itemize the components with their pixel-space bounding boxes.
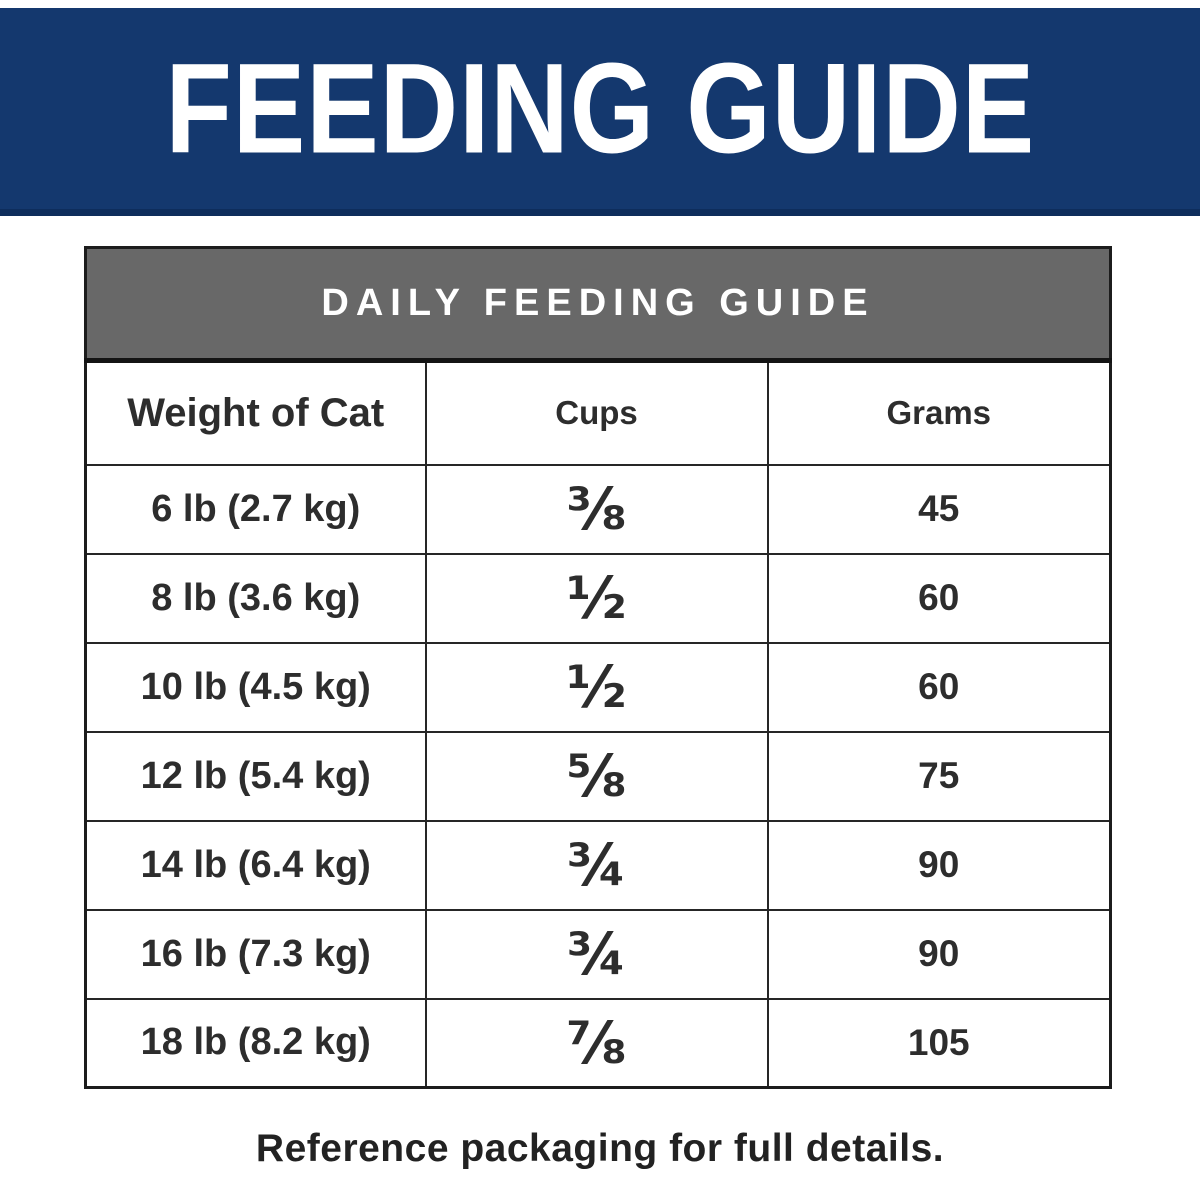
column-header-weight: Weight of Cat — [84, 359, 427, 466]
weight-cell: 6 lb (2.7 kg) — [84, 463, 427, 555]
weight-cell: 16 lb (7.3 kg) — [84, 908, 427, 1000]
table-row: 8 lb (3.6 kg) ½ 60 — [84, 552, 1112, 644]
table-row: 12 lb (5.4 kg) ⅝ 75 — [84, 730, 1112, 822]
cups-cell: ¾ — [424, 908, 769, 1000]
grams-cell: 90 — [766, 908, 1112, 1000]
grams-cell: 75 — [766, 730, 1112, 822]
weight-cell: 12 lb (5.4 kg) — [84, 730, 427, 822]
table-row: 18 lb (8.2 kg) ⅞ 105 — [84, 997, 1112, 1089]
cups-cell: ⅞ — [424, 997, 769, 1089]
cups-cell: ½ — [424, 552, 769, 644]
weight-cell: 10 lb (4.5 kg) — [84, 641, 427, 733]
column-header-grams: Grams — [766, 359, 1112, 466]
table-title: DAILY FEEDING GUIDE — [85, 247, 1111, 363]
table-title-row: DAILY FEEDING GUIDE — [85, 247, 1111, 363]
feeding-guide-banner: FEEDING GUIDE — [0, 8, 1200, 216]
grams-cell: 60 — [766, 552, 1112, 644]
cups-cell: ⅝ — [424, 730, 769, 822]
weight-cell: 8 lb (3.6 kg) — [84, 552, 427, 644]
grams-cell: 60 — [766, 641, 1112, 733]
page-title: FEEDING GUIDE — [165, 37, 1035, 180]
column-header-cups: Cups — [424, 359, 769, 466]
grams-cell: 105 — [766, 997, 1112, 1089]
cups-cell: ½ — [424, 641, 769, 733]
grams-cell: 90 — [766, 819, 1112, 911]
column-header-row: Weight of Cat Cups Grams — [84, 359, 1112, 466]
table-row: 16 lb (7.3 kg) ¾ 90 — [84, 908, 1112, 1000]
table-row: 6 lb (2.7 kg) ⅜ 45 — [84, 463, 1112, 555]
table-row: 10 lb (4.5 kg) ½ 60 — [84, 641, 1112, 733]
daily-feeding-guide-table: DAILY FEEDING GUIDE Weight of Cat Cups G… — [84, 246, 1113, 1089]
weight-cell: 14 lb (6.4 kg) — [84, 819, 427, 911]
footer-note: Reference packaging for full details. — [255, 1127, 945, 1170]
grams-cell: 45 — [766, 463, 1112, 555]
cups-cell: ⅜ — [424, 463, 769, 555]
cups-cell: ¾ — [424, 819, 769, 911]
weight-cell: 18 lb (8.2 kg) — [84, 997, 427, 1089]
table-row: 14 lb (6.4 kg) ¾ 90 — [84, 819, 1112, 911]
